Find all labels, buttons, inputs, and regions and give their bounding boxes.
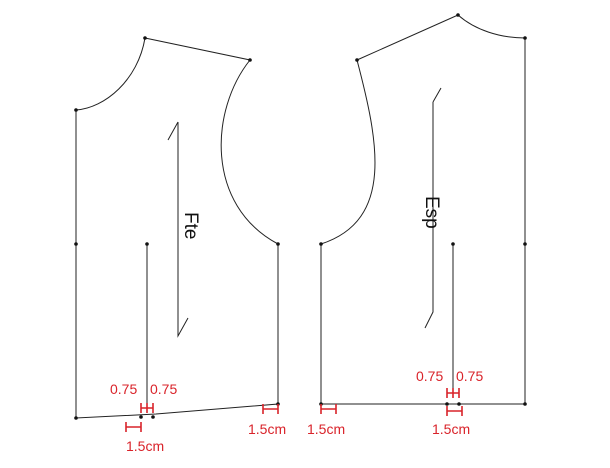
front-dart-half-right-label: 0.75 <box>150 381 177 397</box>
back-points <box>319 13 527 406</box>
back-dart-half-left-marker <box>446 388 453 398</box>
back-dart-full-label: 1.5cm <box>432 421 470 437</box>
front-dart-full-label: 1.5cm <box>126 438 164 454</box>
front-dart-half-left-marker <box>140 403 147 413</box>
back-grain-line <box>424 87 442 329</box>
side-ease-dimensions: 1.5cm 1.5cm <box>248 404 345 437</box>
front-dart-half-right-marker <box>146 403 154 413</box>
front-dart-half-left-label: 0.75 <box>110 381 137 397</box>
front-side-ease-label: 1.5cm <box>248 421 286 437</box>
back-piece: Esp <box>319 13 527 406</box>
front-side-ease-marker <box>262 404 279 414</box>
front-grain-line <box>167 121 189 338</box>
back-dart-half-right-label: 0.75 <box>456 368 483 384</box>
back-outline <box>320 14 526 405</box>
back-piece-label: Esp <box>421 196 442 229</box>
front-outline <box>75 37 279 419</box>
back-dart-half-right-marker <box>452 388 460 398</box>
front-piece-label: Fte <box>180 212 201 239</box>
back-side-ease-marker <box>320 404 337 414</box>
front-points <box>74 36 280 420</box>
front-piece: Fte <box>74 36 280 420</box>
back-dart-dimensions: 0.75 0.75 1.5cm <box>416 368 483 437</box>
back-side-ease-label: 1.5cm <box>307 421 345 437</box>
front-dart-full-marker <box>125 422 142 432</box>
front-dart-dimensions: 0.75 0.75 1.5cm <box>110 381 177 454</box>
back-dart-half-left-label: 0.75 <box>416 368 443 384</box>
back-dart-full-marker <box>446 406 463 416</box>
